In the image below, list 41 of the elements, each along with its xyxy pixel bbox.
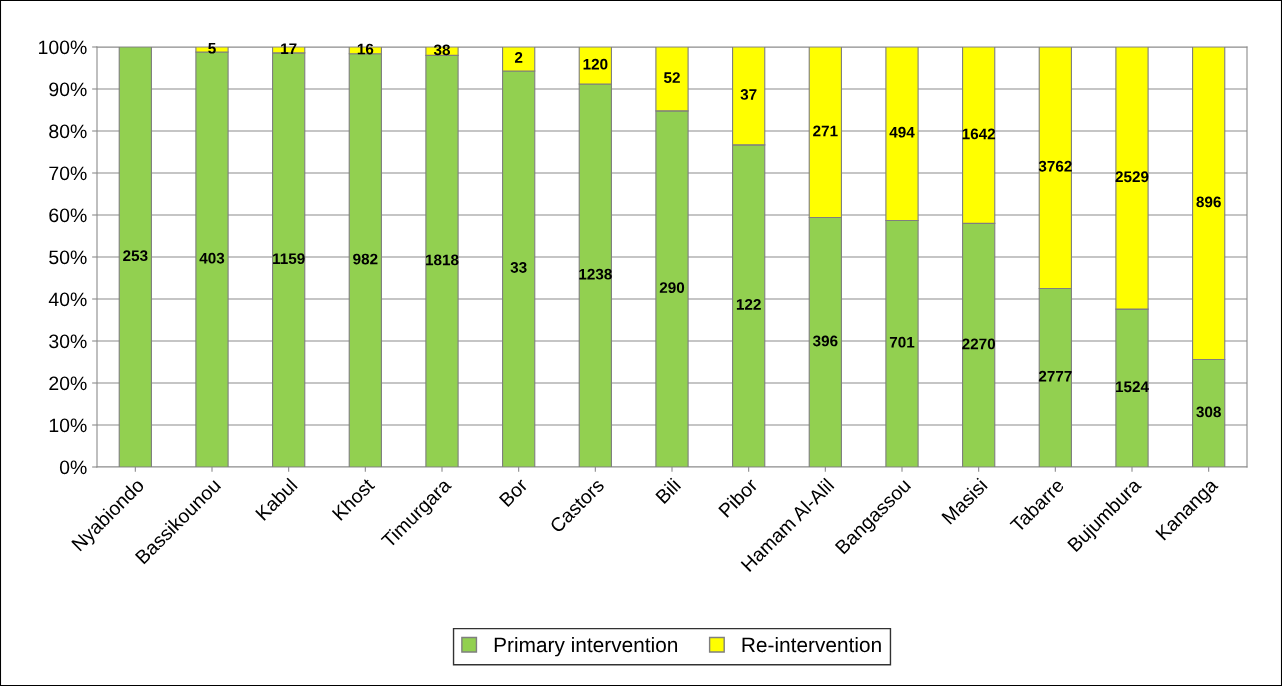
annotation: 271 bbox=[813, 125, 838, 137]
y-tick-label: 80% bbox=[49, 124, 87, 139]
legend-label: Re-intervention bbox=[742, 636, 881, 653]
annotation: 1524 bbox=[1115, 381, 1149, 393]
annotation: 120 bbox=[583, 58, 608, 70]
y-tick-label: 30% bbox=[49, 334, 87, 349]
x-tick-label: Bor bbox=[498, 477, 529, 508]
annotation: 1238 bbox=[579, 268, 612, 280]
annotation: 37 bbox=[740, 89, 757, 100]
y-tick-label: 20% bbox=[49, 376, 87, 391]
y-tick-label: 50% bbox=[49, 250, 87, 265]
y-tick-label: 10% bbox=[49, 418, 87, 433]
annotation: 33 bbox=[510, 262, 527, 273]
x-tick-label: Bili bbox=[654, 477, 682, 504]
y-tick-label: 60% bbox=[49, 208, 87, 223]
annotation: 38 bbox=[433, 44, 451, 56]
legend-label: Primary intervention bbox=[494, 636, 678, 657]
annotation: 494 bbox=[889, 126, 915, 138]
annotation: 701 bbox=[889, 336, 915, 348]
bar bbox=[118, 47, 152, 467]
y-tick-label: 0% bbox=[59, 460, 87, 475]
annotation: 52 bbox=[663, 72, 680, 84]
y-tick-label: 90% bbox=[49, 82, 87, 97]
annotation: 2 bbox=[514, 52, 523, 63]
annotation: 308 bbox=[1196, 406, 1221, 418]
annotation: 2777 bbox=[1038, 370, 1072, 382]
annotation: 1159 bbox=[273, 253, 305, 265]
annotation: 1642 bbox=[962, 128, 996, 140]
annotation: 403 bbox=[199, 252, 225, 264]
y-tick-label: 100% bbox=[39, 40, 87, 55]
y-tick-label: 70% bbox=[49, 166, 87, 181]
annotation: 1818 bbox=[425, 254, 459, 266]
annotation: 982 bbox=[353, 253, 378, 265]
annotation: 2270 bbox=[962, 338, 996, 350]
annotation: 3762 bbox=[1038, 160, 1072, 172]
annotation: 290 bbox=[659, 282, 685, 294]
annotation: 896 bbox=[1196, 196, 1221, 208]
annotation: 253 bbox=[123, 250, 148, 262]
annotation: 122 bbox=[736, 299, 761, 310]
annotation: 396 bbox=[812, 335, 838, 347]
y-tick-label: 40% bbox=[48, 292, 87, 307]
